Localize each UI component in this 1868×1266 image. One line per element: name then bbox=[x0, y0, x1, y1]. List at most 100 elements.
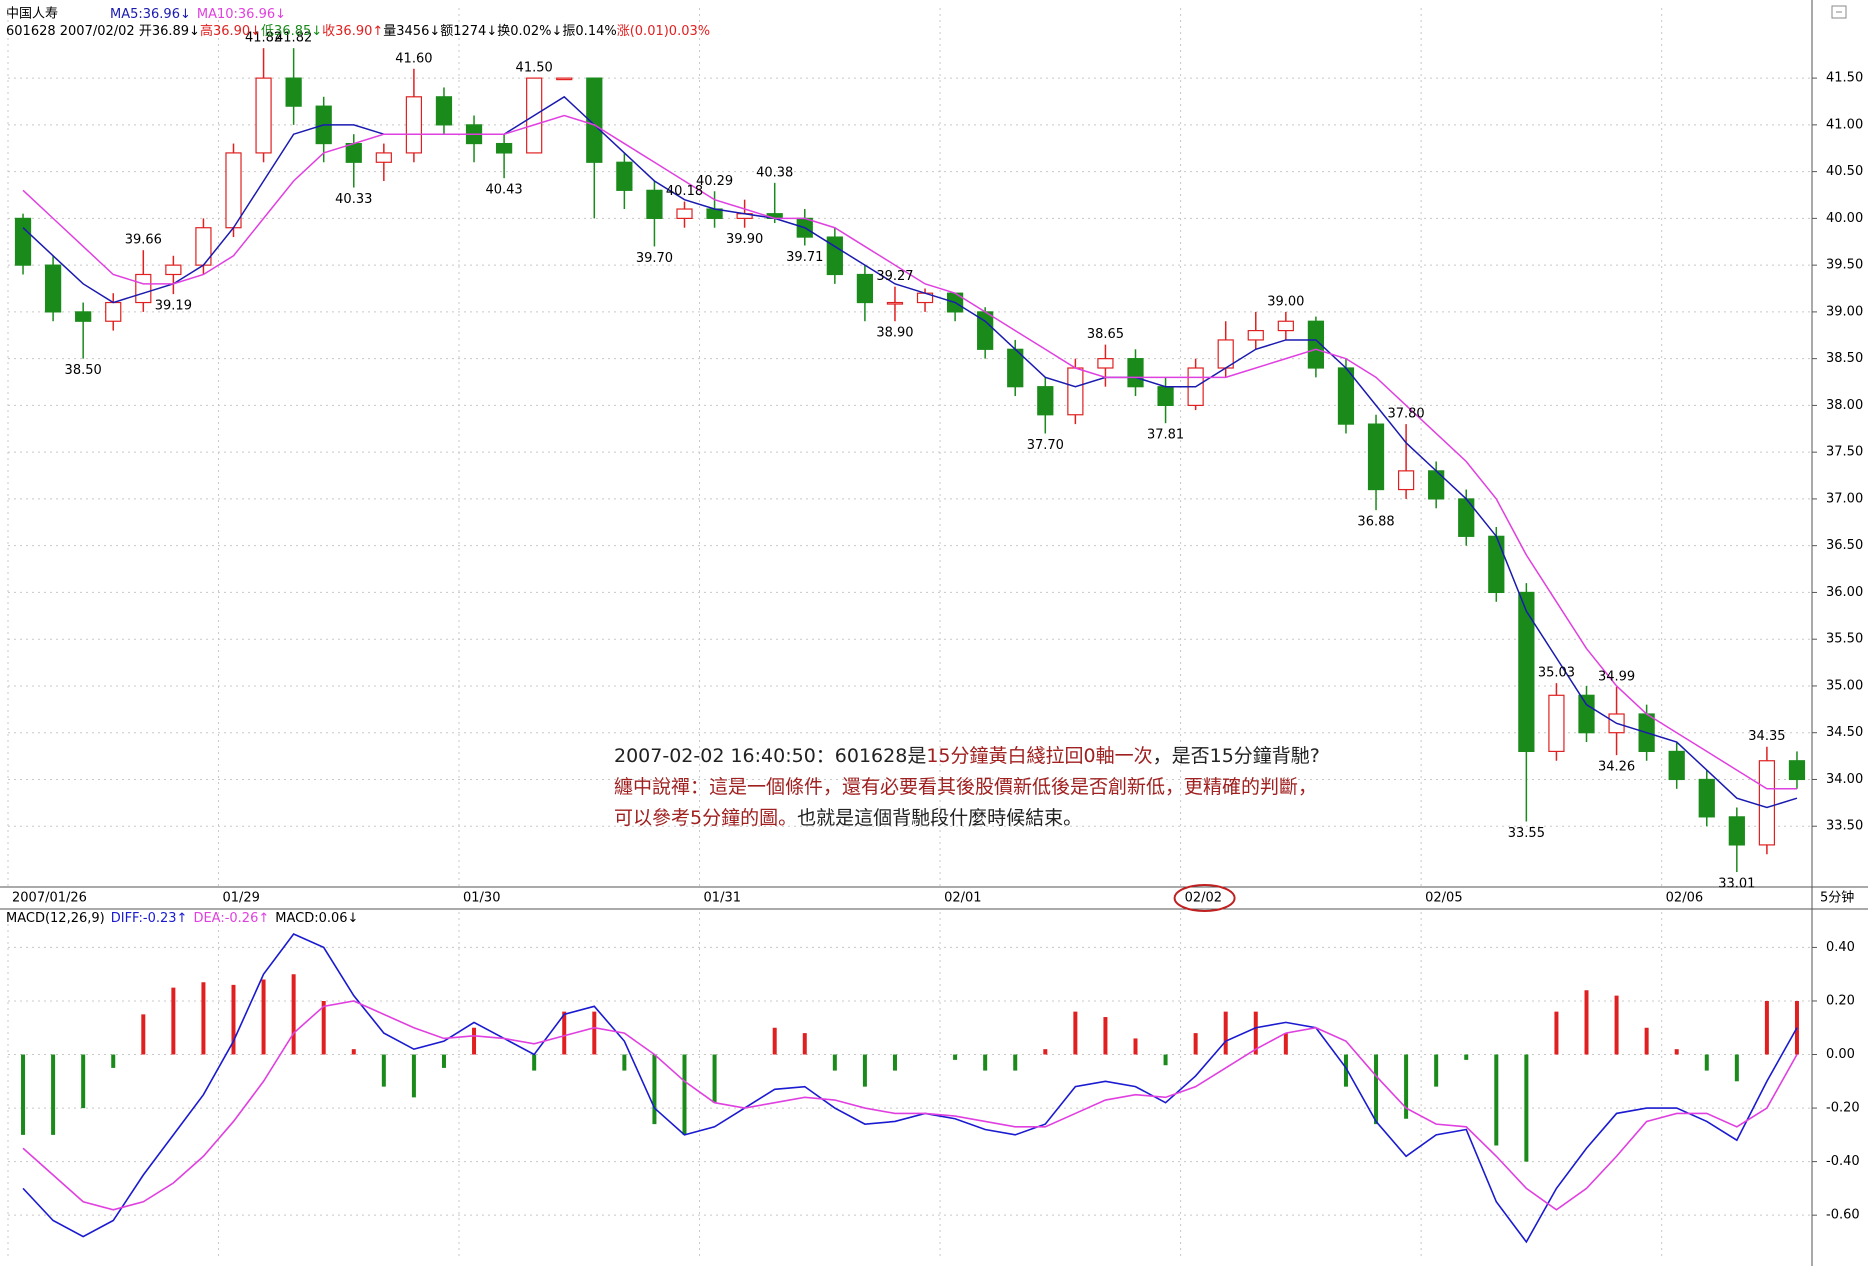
high-label: 34.99 bbox=[1598, 669, 1635, 684]
annotation-line: 2007-02-02 16:40:50：601628是15分鐘黃白綫拉回0軸一次… bbox=[614, 745, 1320, 767]
candle-body bbox=[826, 236, 843, 276]
panel-icon bbox=[1831, 5, 1847, 19]
legend-entry: MA5:36.96↓ bbox=[110, 7, 191, 22]
candle-body bbox=[1097, 358, 1114, 369]
y-tick-label: 41.50 bbox=[1826, 71, 1863, 86]
y-tick-label: 35.50 bbox=[1826, 632, 1863, 647]
candle-body bbox=[375, 152, 392, 163]
candle-body bbox=[556, 77, 573, 81]
y-tick-label: 40.00 bbox=[1826, 211, 1863, 226]
candle-body bbox=[165, 264, 182, 276]
candle-body bbox=[1578, 694, 1595, 734]
quote-item: 收36.90↑ bbox=[322, 24, 383, 39]
y-tick-label: -0.40 bbox=[1826, 1154, 1860, 1169]
x-tick-label: 02/06 bbox=[1666, 891, 1703, 906]
x-tick-label: 02/05 bbox=[1425, 891, 1462, 906]
x-tick-label: 02/02 bbox=[1185, 891, 1222, 906]
y-tick-label: 39.00 bbox=[1826, 304, 1863, 319]
candle-body bbox=[1157, 386, 1174, 407]
high-label: 41.50 bbox=[516, 61, 553, 76]
quote-line: 601628 2007/02/02 开36.89↓高36.90↓低36.85↓收… bbox=[6, 23, 710, 39]
y-tick-label: -0.60 bbox=[1826, 1208, 1860, 1223]
candle-body bbox=[676, 208, 693, 219]
y-tick-label: 37.00 bbox=[1826, 491, 1863, 506]
low-label: 37.70 bbox=[1027, 438, 1064, 453]
x-tick-label: 01/31 bbox=[704, 891, 741, 906]
candle-body bbox=[1337, 367, 1355, 425]
high-label: 34.35 bbox=[1748, 729, 1785, 744]
candle-body bbox=[1698, 778, 1715, 818]
high-label: 39.00 bbox=[1267, 294, 1304, 309]
candle-body bbox=[135, 273, 152, 304]
legend-entry: DIFF:-0.23↑ bbox=[111, 911, 188, 926]
candle-body bbox=[1307, 320, 1325, 369]
candle-body bbox=[345, 142, 362, 163]
macd-title: MACD(12,26,9) bbox=[6, 911, 105, 926]
candle-body bbox=[1067, 367, 1084, 416]
annotation-segment: 纏中說禪：這是一個條件，還有必要看其後股價新低後是否創新低，更精確的判斷， bbox=[614, 776, 1317, 798]
low-label: 39.90 bbox=[726, 232, 763, 247]
candle-body bbox=[1758, 760, 1776, 846]
y-tick-label: 38.50 bbox=[1826, 351, 1863, 366]
legend-entry: MACD:0.06↓ bbox=[275, 911, 358, 926]
low-label: 39.70 bbox=[636, 251, 673, 266]
candle-body bbox=[1127, 358, 1144, 388]
highlight-circle bbox=[1173, 884, 1236, 912]
high-label: 40.29 bbox=[696, 174, 733, 189]
y-tick-label: 34.50 bbox=[1826, 725, 1863, 740]
low-label: 40.33 bbox=[335, 192, 372, 207]
macd-header: MACD(12,26,9) DIFF:-0.23↑ DEA:-0.26↑ MACD:0… bbox=[6, 911, 358, 926]
high-label: 39.66 bbox=[125, 233, 162, 248]
candle-body bbox=[1397, 470, 1415, 491]
y-tick-label: 33.50 bbox=[1826, 819, 1863, 834]
low-label: 38.50 bbox=[65, 363, 102, 378]
candle-body bbox=[435, 96, 453, 126]
y-tick-label: 35.00 bbox=[1826, 678, 1863, 693]
candle-body bbox=[285, 77, 302, 107]
x-tick-label: 01/29 bbox=[222, 891, 259, 906]
candle-body bbox=[255, 77, 272, 154]
high-label: 40.38 bbox=[756, 165, 793, 180]
x-tick-label: 2007/01/26 bbox=[12, 891, 87, 906]
candle-body bbox=[225, 152, 242, 229]
period-label: 5分钟 bbox=[1820, 890, 1854, 906]
quote-item: 601628 2007/02/02 开36.89↓ bbox=[6, 24, 200, 39]
quote-item: 量3456↓额1274↓换0.02%↓振0.14% bbox=[383, 24, 616, 39]
x-tick-label: 02/01 bbox=[944, 891, 981, 906]
candle-body bbox=[1277, 320, 1294, 332]
low-label: 40.43 bbox=[485, 183, 522, 198]
candle-body bbox=[1518, 591, 1535, 753]
ma-line bbox=[22, 114, 1797, 790]
y-tick-label: 34.00 bbox=[1826, 772, 1863, 787]
high-label: 41.60 bbox=[395, 51, 432, 66]
low-label: 33.01 bbox=[1718, 877, 1755, 892]
y-tick-label: -0.20 bbox=[1826, 1101, 1860, 1116]
y-tick-label: 40.50 bbox=[1826, 164, 1863, 179]
legend-entry: MA10:36.96↓ bbox=[197, 7, 286, 22]
annotation-segment: ，是否15分鐘背馳? bbox=[1153, 745, 1320, 767]
low-label: 33.55 bbox=[1508, 826, 1545, 841]
candle-body bbox=[646, 189, 663, 219]
y-tick-label: 36.50 bbox=[1826, 538, 1863, 553]
quote-item: 高36.90↓ bbox=[200, 23, 261, 39]
candle-body bbox=[1548, 694, 1565, 753]
candle-body bbox=[1247, 329, 1264, 341]
quote-item: 低36.85↓ bbox=[261, 24, 322, 39]
high-label: 37.80 bbox=[1387, 407, 1424, 422]
annotation-segment: 2007-02-02 16:40:50：601628是 bbox=[614, 745, 926, 767]
high-label: 38.65 bbox=[1087, 327, 1124, 342]
candle-body bbox=[1728, 816, 1745, 846]
x-tick-label: 01/30 bbox=[463, 891, 500, 906]
y-tick-label: 36.00 bbox=[1826, 585, 1863, 600]
candle-body bbox=[75, 311, 92, 322]
candle-body bbox=[856, 273, 874, 304]
candle-body bbox=[105, 301, 122, 322]
candle-body bbox=[1668, 750, 1685, 781]
low-label: 34.26 bbox=[1598, 760, 1635, 775]
ma-line bbox=[22, 95, 1798, 809]
macd-line bbox=[22, 933, 1798, 1244]
candle-body bbox=[616, 161, 633, 191]
candle-body bbox=[1037, 386, 1054, 416]
